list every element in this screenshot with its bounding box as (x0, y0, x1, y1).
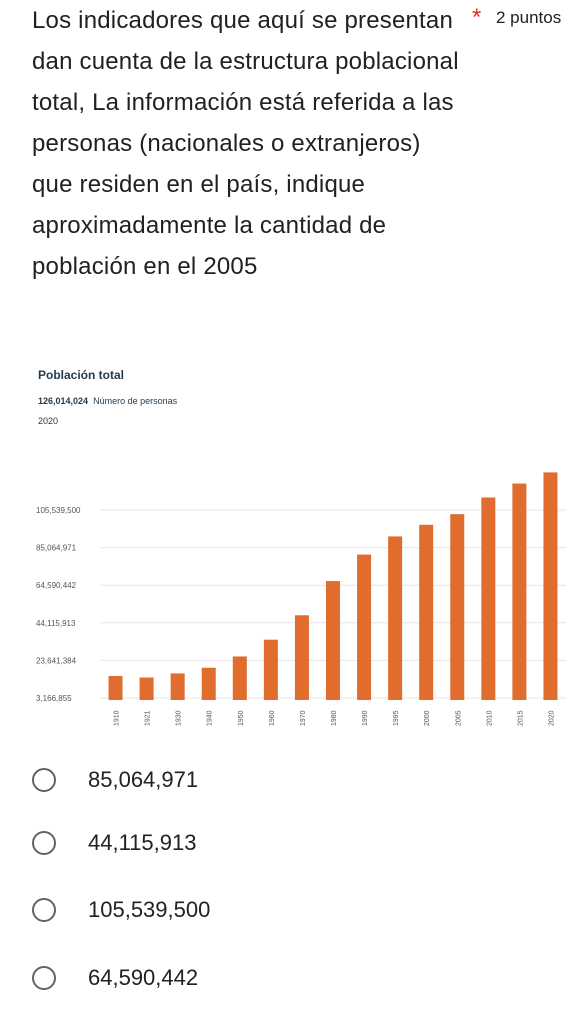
x-tick-label: 1930 (176, 710, 183, 726)
bar-2020 (543, 472, 558, 700)
bar-1940 (201, 667, 216, 700)
option-2[interactable]: 44,115,913 (32, 823, 196, 863)
chart-value-number: 126,014,024 (38, 396, 89, 406)
y-tick-label: 23,641,384 (36, 656, 77, 665)
chart-value-unit: Número de personas (93, 396, 178, 406)
chart-headline-value: 126,014,024 Número de personas (38, 396, 177, 406)
x-tick-label: 1970 (300, 710, 307, 726)
required-asterisk: * (472, 4, 482, 31)
bar-2005 (450, 514, 465, 700)
radio-button[interactable] (32, 898, 56, 922)
bar-1970 (294, 615, 309, 700)
bar-1930 (170, 673, 185, 700)
option-1[interactable]: 85,064,971 (32, 760, 198, 800)
option-label: 44,115,913 (88, 830, 197, 855)
y-tick-label: 64,590,442 (36, 581, 77, 590)
y-tick-label: 3,166,855 (36, 694, 72, 703)
bar-1921 (139, 677, 154, 700)
chart-title: Población total (38, 368, 125, 382)
x-tick-label: 2000 (424, 710, 431, 726)
y-tick-label: 44,115,913 (36, 619, 76, 628)
bar-1910 (108, 675, 123, 700)
x-tick-label: 2005 (455, 710, 462, 726)
bar-1990 (357, 554, 372, 700)
bar-1960 (263, 639, 278, 700)
chart-year: 2020 (38, 416, 59, 426)
bar-2010 (481, 497, 496, 700)
radio-button[interactable] (32, 966, 56, 990)
option-4[interactable]: 64,590,442 (32, 958, 198, 998)
option-label: 85,064,971 (88, 767, 199, 792)
x-tick-label: 1940 (207, 710, 214, 726)
question-text: Los indicadores que aquí se presentan da… (32, 7, 459, 280)
x-tick-label: 1995 (393, 710, 400, 726)
bar-1950 (232, 656, 247, 700)
option-label: 105,539,500 (88, 897, 211, 922)
x-tick-label: 1960 (269, 710, 276, 726)
bar-1980 (326, 581, 340, 700)
x-tick-label: 1950 (238, 710, 245, 726)
y-tick-label: 85,064,971 (36, 544, 77, 553)
points-label: 2 puntos (496, 8, 562, 27)
x-tick-label: 2015 (517, 710, 524, 726)
chart-plot: 3,166,855 23,641,384 44,115,913 64,590,442 8… (36, 472, 566, 726)
radio-button[interactable] (32, 831, 56, 855)
option-3[interactable]: 105,539,500 (32, 890, 210, 930)
x-tick-label: 1990 (362, 710, 369, 726)
x-tick-label: 1921 (145, 710, 152, 726)
bar-1995 (388, 536, 403, 700)
x-tick-label: 2020 (548, 710, 555, 726)
x-tick-label: 2010 (486, 710, 493, 726)
x-tick-label: 1980 (331, 710, 338, 726)
x-tick-label: 1910 (114, 710, 121, 726)
y-tick-label: 105,539,500 (36, 506, 81, 515)
radio-button[interactable] (32, 768, 56, 792)
option-label: 64,590,442 (88, 965, 199, 990)
bar-2000 (419, 524, 434, 700)
bar-2015 (512, 483, 527, 700)
population-chart: Población total 126,014,024 Número de pe… (0, 358, 580, 748)
